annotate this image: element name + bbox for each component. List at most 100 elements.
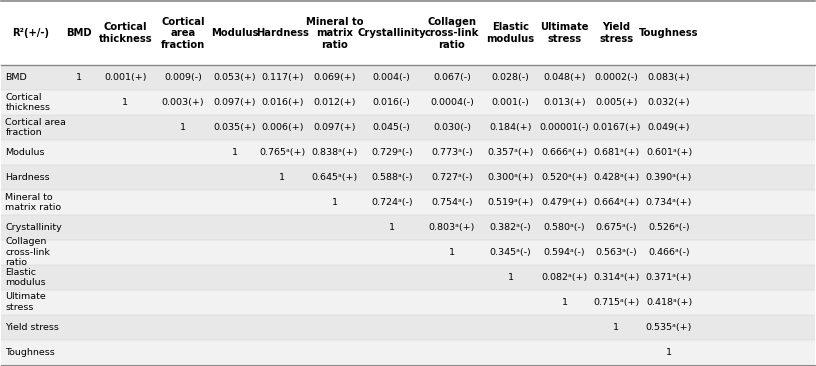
Text: 1: 1	[449, 248, 455, 257]
Text: 0.418ᵃ(+): 0.418ᵃ(+)	[646, 298, 692, 307]
Text: 0.803ᵃ(+): 0.803ᵃ(+)	[428, 223, 475, 232]
Text: 0.466ᵃ(-): 0.466ᵃ(-)	[648, 248, 690, 257]
Text: Elastic
modulus: Elastic modulus	[6, 268, 46, 287]
Text: Modulus: Modulus	[211, 28, 259, 38]
Text: 0.004(-): 0.004(-)	[373, 73, 410, 82]
Text: 0.588ᵃ(-): 0.588ᵃ(-)	[371, 173, 413, 182]
Text: 0.734ᵃ(+): 0.734ᵃ(+)	[645, 198, 692, 207]
Text: 0.035(+): 0.035(+)	[214, 123, 256, 132]
Text: 0.724ᵃ(-): 0.724ᵃ(-)	[371, 198, 413, 207]
Text: 0.016(-): 0.016(-)	[373, 98, 410, 107]
Text: 0.666ᵃ(+): 0.666ᵃ(+)	[542, 148, 588, 157]
Text: 1: 1	[561, 298, 568, 307]
Text: 1: 1	[279, 173, 286, 182]
Text: Crystallinity: Crystallinity	[6, 223, 62, 232]
Text: 0.645ᵃ(+): 0.645ᵃ(+)	[312, 173, 358, 182]
Text: 0.028(-): 0.028(-)	[491, 73, 530, 82]
Text: 0.727ᵃ(-): 0.727ᵃ(-)	[431, 173, 472, 182]
Bar	[2, 1, 60, 65]
Bar	[2, 340, 814, 365]
Text: 1: 1	[332, 198, 338, 207]
Text: 0.520ᵃ(+): 0.520ᵃ(+)	[542, 173, 588, 182]
Text: 0.314ᵃ(+): 0.314ᵃ(+)	[593, 273, 640, 282]
Text: 0.009(-): 0.009(-)	[164, 73, 202, 82]
Bar	[212, 1, 258, 65]
Text: Modulus: Modulus	[6, 148, 45, 157]
Text: 0.390ᵃ(+): 0.390ᵃ(+)	[645, 173, 692, 182]
Text: 0.580ᵃ(-): 0.580ᵃ(-)	[543, 223, 585, 232]
Text: 0.030(-): 0.030(-)	[433, 123, 471, 132]
Text: BMD: BMD	[6, 73, 27, 82]
Bar	[96, 1, 154, 65]
Text: Hardness: Hardness	[6, 173, 50, 182]
Text: 0.003(+): 0.003(+)	[162, 98, 205, 107]
Text: 1: 1	[508, 273, 513, 282]
Text: 0.067(-): 0.067(-)	[433, 73, 471, 82]
Text: 0.001(-): 0.001(-)	[491, 98, 530, 107]
Text: 0.729ᵃ(-): 0.729ᵃ(-)	[371, 148, 413, 157]
Text: 0.563ᵃ(-): 0.563ᵃ(-)	[596, 248, 637, 257]
Bar	[307, 1, 362, 65]
Text: 0.082ᵃ(+): 0.082ᵃ(+)	[542, 273, 588, 282]
Text: 0.479ᵃ(+): 0.479ᵃ(+)	[542, 198, 588, 207]
Text: 0.754ᵃ(-): 0.754ᵃ(-)	[431, 198, 472, 207]
Text: 0.675ᵃ(-): 0.675ᵃ(-)	[596, 223, 637, 232]
Text: 0.357ᵃ(+): 0.357ᵃ(+)	[487, 148, 534, 157]
Bar	[2, 290, 814, 315]
Text: 0.048(+): 0.048(+)	[543, 73, 586, 82]
Text: 0.013(+): 0.013(+)	[543, 98, 586, 107]
Text: 0.428ᵃ(+): 0.428ᵃ(+)	[593, 173, 639, 182]
Text: 1: 1	[180, 123, 186, 132]
Bar	[421, 1, 483, 65]
Text: Mineral to
matrix
ratio: Mineral to matrix ratio	[306, 16, 364, 50]
Text: 0.535ᵃ(+): 0.535ᵃ(+)	[645, 323, 692, 332]
Bar	[154, 1, 212, 65]
Bar	[2, 315, 814, 340]
Text: Collagen
cross-link
ratio: Collagen cross-link ratio	[6, 237, 51, 267]
Text: Mineral to
matrix ratio: Mineral to matrix ratio	[6, 193, 61, 212]
Bar	[483, 1, 538, 65]
Text: 1: 1	[388, 223, 395, 232]
Text: 0.715ᵃ(+): 0.715ᵃ(+)	[593, 298, 639, 307]
Text: 0.765ᵃ(+): 0.765ᵃ(+)	[259, 148, 305, 157]
Text: 0.594ᵃ(-): 0.594ᵃ(-)	[543, 248, 585, 257]
Text: 1: 1	[666, 348, 672, 356]
Text: 0.053(+): 0.053(+)	[214, 73, 256, 82]
Text: 0.097(+): 0.097(+)	[313, 123, 356, 132]
Text: Cortical
thickness: Cortical thickness	[99, 22, 153, 44]
Text: Yield
stress: Yield stress	[599, 22, 633, 44]
Bar	[60, 1, 96, 65]
Text: Crystallinity: Crystallinity	[357, 28, 426, 38]
Text: 0.681ᵃ(+): 0.681ᵃ(+)	[593, 148, 639, 157]
Text: 0.117(+): 0.117(+)	[261, 73, 304, 82]
Text: 0.012(+): 0.012(+)	[313, 98, 356, 107]
Bar	[2, 265, 814, 290]
Bar	[2, 65, 814, 90]
Text: Cortical
thickness: Cortical thickness	[6, 93, 51, 112]
Text: Ultimate
stress: Ultimate stress	[540, 22, 589, 44]
Text: 0.0167(+): 0.0167(+)	[592, 123, 641, 132]
Bar	[362, 1, 421, 65]
Text: 0.300ᵃ(+): 0.300ᵃ(+)	[487, 173, 534, 182]
Text: Toughness: Toughness	[6, 348, 55, 356]
Text: Cortical
area
fraction: Cortical area fraction	[161, 16, 206, 50]
Text: Hardness: Hardness	[256, 28, 308, 38]
Text: 1: 1	[122, 98, 128, 107]
Text: 1: 1	[76, 73, 82, 82]
Text: 1: 1	[613, 323, 619, 332]
Text: 1: 1	[232, 148, 237, 157]
Text: 0.773ᵃ(-): 0.773ᵃ(-)	[431, 148, 472, 157]
Text: 0.045(-): 0.045(-)	[373, 123, 410, 132]
Text: Ultimate
stress: Ultimate stress	[6, 292, 47, 312]
Text: 0.049(+): 0.049(+)	[648, 123, 690, 132]
Text: 0.097(+): 0.097(+)	[214, 98, 256, 107]
Text: 0.382ᵃ(-): 0.382ᵃ(-)	[490, 223, 531, 232]
Text: Cortical area
fraction: Cortical area fraction	[6, 118, 66, 137]
Text: Elastic
modulus: Elastic modulus	[486, 22, 534, 44]
Text: 0.0002(-): 0.0002(-)	[594, 73, 638, 82]
Text: 0.664ᵃ(+): 0.664ᵃ(+)	[593, 198, 639, 207]
Text: 0.184(+): 0.184(+)	[490, 123, 532, 132]
Text: 0.601ᵃ(+): 0.601ᵃ(+)	[646, 148, 692, 157]
Text: 0.016(+): 0.016(+)	[261, 98, 304, 107]
Text: BMD: BMD	[66, 28, 91, 38]
